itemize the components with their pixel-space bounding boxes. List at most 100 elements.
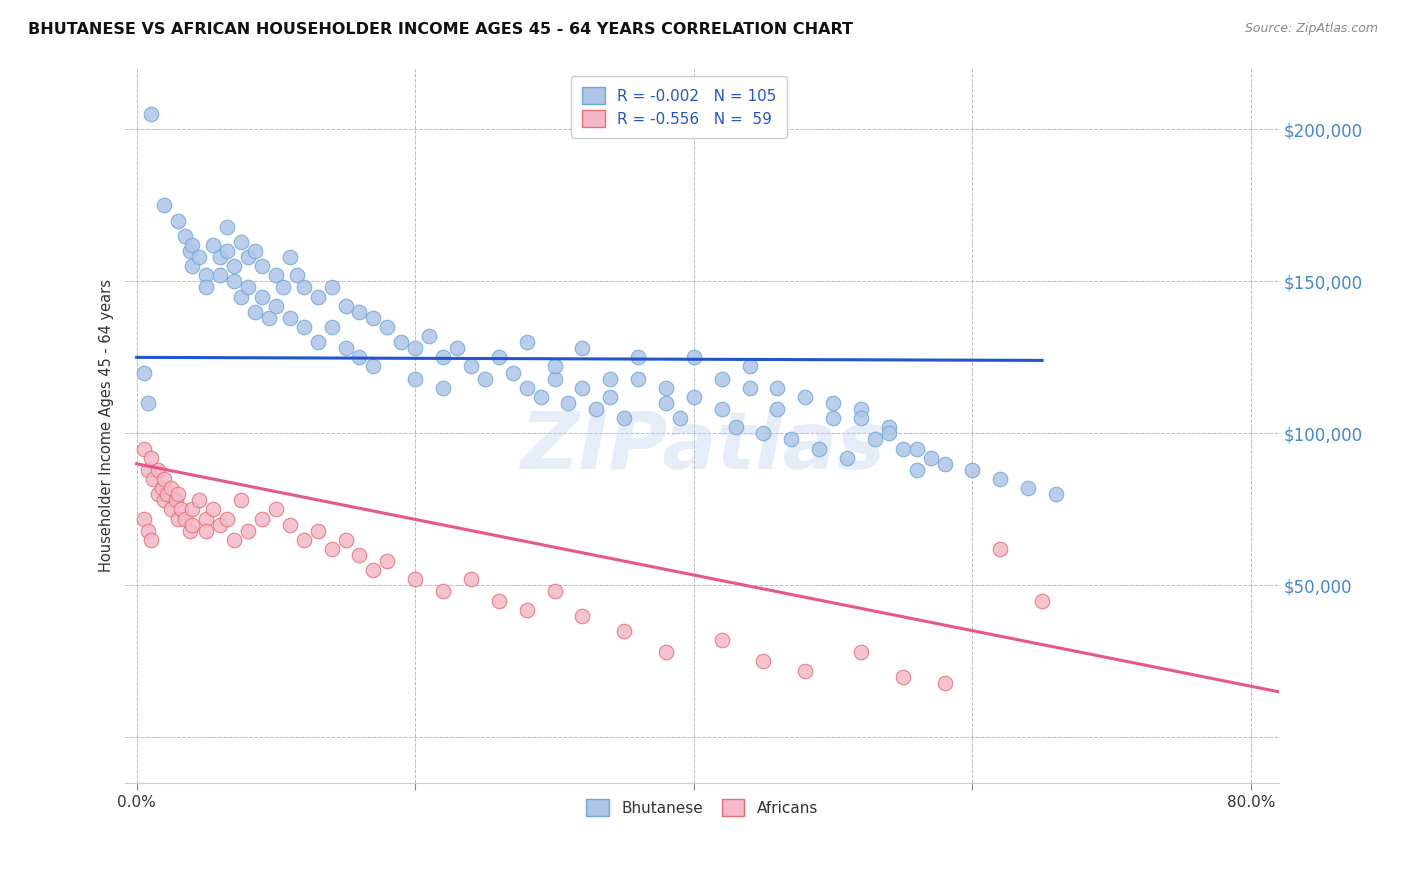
- Point: [139, 107, 162, 121]
- Point: [363, 563, 385, 577]
- Point: [780, 433, 803, 447]
- Point: [710, 633, 733, 648]
- Point: [474, 371, 496, 385]
- Point: [217, 219, 239, 234]
- Point: [229, 289, 252, 303]
- Point: [669, 411, 692, 425]
- Point: [153, 493, 176, 508]
- Point: [460, 572, 482, 586]
- Text: ZIPatlas: ZIPatlas: [520, 409, 884, 486]
- Point: [446, 341, 468, 355]
- Point: [292, 320, 315, 334]
- Point: [404, 371, 426, 385]
- Point: [209, 517, 232, 532]
- Point: [217, 511, 239, 525]
- Point: [236, 250, 259, 264]
- Point: [195, 524, 218, 538]
- Point: [905, 442, 928, 456]
- Text: Source: ZipAtlas.com: Source: ZipAtlas.com: [1244, 22, 1378, 36]
- Point: [264, 299, 287, 313]
- Point: [710, 371, 733, 385]
- Point: [335, 341, 357, 355]
- Point: [877, 426, 900, 441]
- Point: [250, 289, 273, 303]
- Point: [891, 442, 914, 456]
- Point: [153, 198, 176, 212]
- Point: [724, 420, 747, 434]
- Point: [543, 359, 565, 374]
- Point: [377, 320, 399, 334]
- Point: [142, 472, 165, 486]
- Point: [146, 463, 169, 477]
- Point: [377, 554, 399, 568]
- Point: [934, 457, 956, 471]
- Point: [307, 524, 329, 538]
- Point: [627, 351, 650, 365]
- Point: [243, 244, 266, 258]
- Point: [599, 390, 621, 404]
- Point: [363, 359, 385, 374]
- Point: [136, 524, 159, 538]
- Point: [307, 335, 329, 350]
- Point: [849, 402, 872, 417]
- Point: [627, 371, 650, 385]
- Point: [153, 472, 176, 486]
- Point: [146, 487, 169, 501]
- Point: [1045, 487, 1067, 501]
- Point: [516, 381, 538, 395]
- Point: [516, 335, 538, 350]
- Point: [920, 450, 942, 465]
- Point: [217, 244, 239, 258]
- Point: [321, 320, 343, 334]
- Point: [250, 259, 273, 273]
- Point: [571, 608, 593, 623]
- Point: [271, 280, 294, 294]
- Point: [278, 250, 301, 264]
- Point: [432, 381, 454, 395]
- Point: [682, 351, 704, 365]
- Point: [202, 502, 225, 516]
- Point: [179, 244, 201, 258]
- Point: [557, 396, 579, 410]
- Point: [849, 645, 872, 659]
- Point: [962, 463, 984, 477]
- Point: [863, 433, 886, 447]
- Point: [181, 259, 204, 273]
- Point: [136, 396, 159, 410]
- Point: [349, 351, 371, 365]
- Point: [229, 235, 252, 249]
- Point: [139, 533, 162, 547]
- Point: [808, 442, 831, 456]
- Point: [160, 481, 183, 495]
- Point: [905, 463, 928, 477]
- Point: [891, 670, 914, 684]
- Point: [278, 517, 301, 532]
- Point: [710, 402, 733, 417]
- Point: [794, 390, 817, 404]
- Point: [823, 396, 845, 410]
- Point: [655, 645, 678, 659]
- Point: [752, 426, 775, 441]
- Point: [1017, 481, 1039, 495]
- Point: [655, 396, 678, 410]
- Point: [335, 533, 357, 547]
- Point: [139, 450, 162, 465]
- Point: [188, 493, 211, 508]
- Point: [181, 238, 204, 252]
- Point: [224, 533, 246, 547]
- Legend: Bhutanese, Africans: Bhutanese, Africans: [576, 789, 827, 825]
- Point: [488, 351, 510, 365]
- Point: [188, 250, 211, 264]
- Point: [655, 381, 678, 395]
- Point: [236, 280, 259, 294]
- Point: [195, 280, 218, 294]
- Point: [613, 411, 636, 425]
- Point: [682, 390, 704, 404]
- Point: [460, 359, 482, 374]
- Point: [250, 511, 273, 525]
- Point: [292, 533, 315, 547]
- Point: [418, 329, 440, 343]
- Point: [181, 517, 204, 532]
- Point: [195, 268, 218, 283]
- Point: [292, 280, 315, 294]
